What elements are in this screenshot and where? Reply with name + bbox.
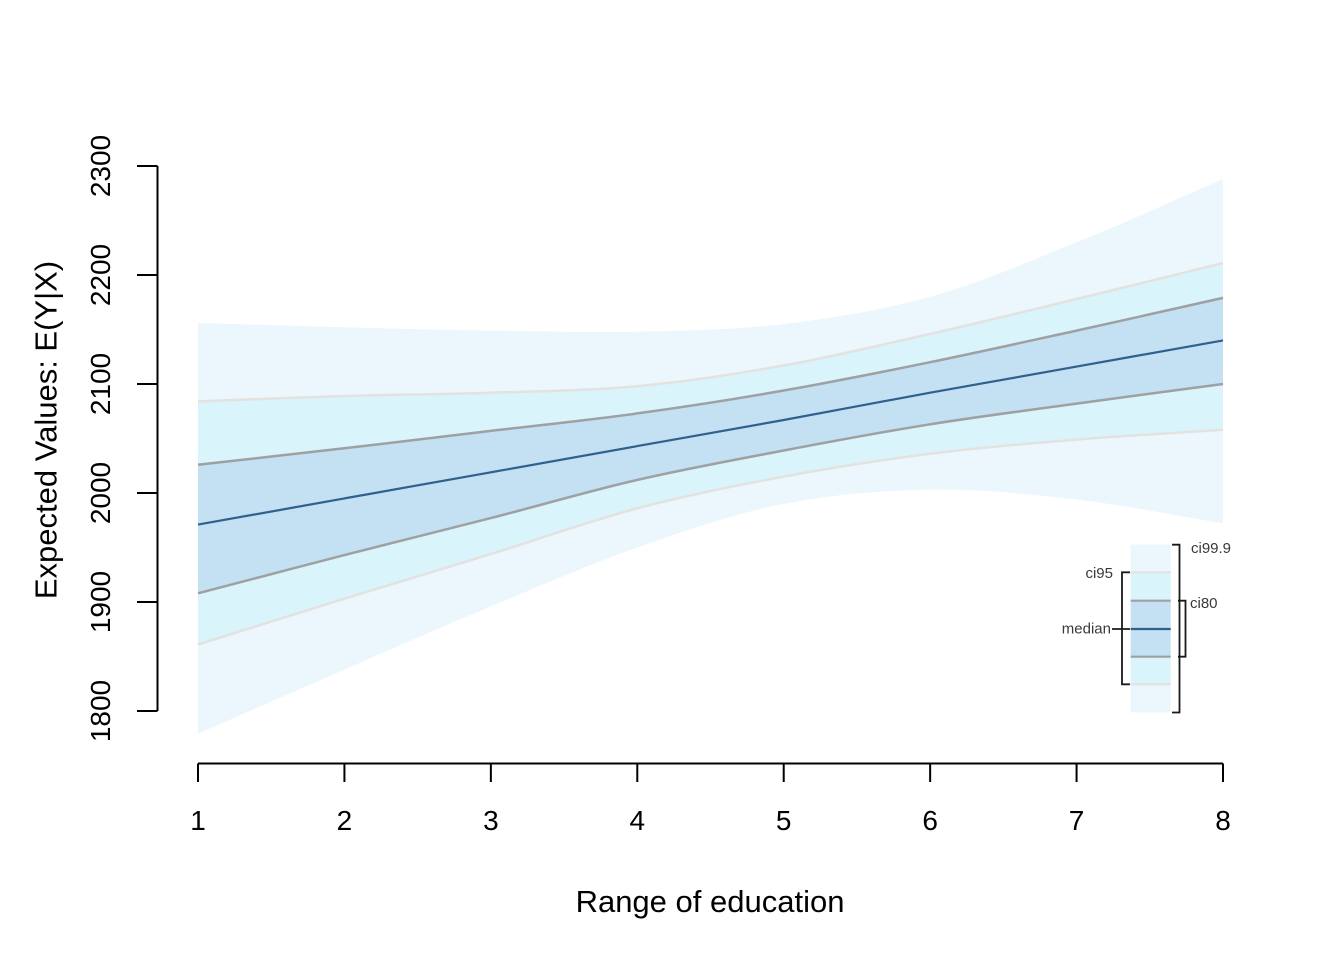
- median-line: [197, 339, 1224, 526]
- y-tick-label-0: 1800: [85, 680, 116, 742]
- y-tick-label-5: 2300: [85, 135, 116, 197]
- legend-label-ci95: ci95: [1085, 565, 1113, 582]
- legend-swatch: [1130, 656, 1171, 685]
- legend-bracket-ci80: [1178, 599, 1187, 658]
- y-axis-title: Expected Values: E(Y|X): [28, 260, 64, 600]
- legend-swatch: [1130, 600, 1171, 629]
- x-tick-label-7: 8: [1215, 805, 1231, 836]
- x-tick-label-6: 7: [1069, 805, 1085, 836]
- legend-swatch: [1130, 572, 1171, 601]
- x-tick-label-2: 3: [483, 805, 499, 836]
- legend-bracket-ci999: [1172, 543, 1181, 714]
- legend-swatch: [1130, 544, 1171, 573]
- legend-label-ci999: ci99.9: [1191, 540, 1231, 557]
- legend-swatch: [1130, 629, 1171, 657]
- ci95-lower-line: [197, 428, 1224, 646]
- y-tick-label-4: 2200: [85, 244, 116, 306]
- ci80-band: [198, 297, 1223, 594]
- legend-label-ci80: ci80: [1190, 595, 1218, 612]
- y-tick-label-1: 1900: [85, 571, 116, 633]
- legend-swatch: [1130, 684, 1171, 713]
- x-tick-label-4: 5: [776, 805, 792, 836]
- ci80-upper-line: [197, 296, 1224, 466]
- x-axis-title: Range of education: [575, 884, 845, 919]
- legend-label-median: median: [1062, 621, 1111, 638]
- y-tick-label-2: 2000: [85, 462, 116, 524]
- ci80-lower-line: [197, 382, 1224, 595]
- y-tick-label-3: 2100: [85, 353, 116, 415]
- x-tick-label-3: 4: [629, 805, 645, 836]
- ci95-upper-line: [197, 261, 1224, 403]
- x-tick-label-5: 6: [922, 805, 938, 836]
- x-tick-label-0: 1: [190, 805, 206, 836]
- x-tick-label-1: 2: [337, 805, 353, 836]
